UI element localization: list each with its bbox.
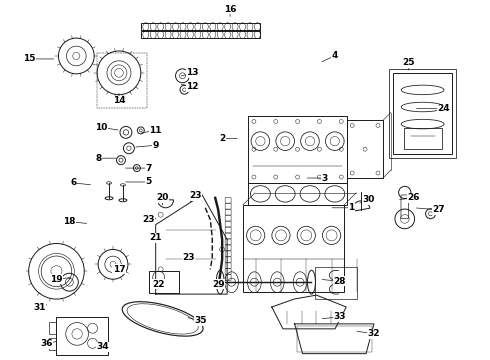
Bar: [141, 23, 260, 30]
Text: 10: 10: [95, 123, 107, 132]
Text: 33: 33: [333, 312, 345, 321]
Text: 4: 4: [331, 51, 338, 60]
Text: 29: 29: [212, 280, 224, 289]
Bar: [389, 69, 456, 158]
Bar: [296, 326, 372, 352]
Text: 1: 1: [348, 203, 354, 212]
Text: 18: 18: [63, 217, 75, 226]
Bar: [316, 267, 357, 299]
Bar: [49, 338, 56, 350]
Text: 19: 19: [50, 275, 63, 284]
Text: 30: 30: [363, 195, 375, 204]
Text: 32: 32: [368, 329, 380, 338]
Text: 24: 24: [437, 104, 450, 113]
Text: 9: 9: [152, 141, 159, 150]
Text: 22: 22: [152, 280, 165, 289]
Bar: [248, 183, 347, 205]
Bar: [393, 73, 452, 154]
Text: 15: 15: [24, 54, 36, 63]
Text: 23: 23: [143, 215, 155, 224]
Text: 5: 5: [146, 177, 152, 186]
Bar: [248, 116, 347, 183]
Bar: [141, 31, 260, 38]
Text: 27: 27: [432, 205, 445, 214]
Text: 8: 8: [95, 154, 101, 163]
Bar: [404, 128, 442, 149]
Text: 6: 6: [70, 179, 76, 188]
Text: 36: 36: [40, 339, 53, 348]
Bar: [149, 271, 178, 293]
Bar: [49, 322, 56, 334]
Text: 23: 23: [182, 253, 195, 262]
Text: 14: 14: [113, 96, 125, 105]
Text: 25: 25: [402, 58, 415, 67]
Text: 20: 20: [156, 193, 169, 202]
Text: 12: 12: [186, 82, 198, 91]
Text: 34: 34: [97, 342, 109, 351]
Text: 28: 28: [333, 277, 345, 286]
Bar: [243, 205, 344, 292]
Text: 2: 2: [219, 134, 225, 143]
Bar: [56, 317, 108, 355]
Bar: [347, 121, 383, 178]
Text: 11: 11: [149, 126, 162, 135]
Text: 23: 23: [189, 192, 202, 201]
Text: 35: 35: [194, 316, 207, 325]
Text: 31: 31: [33, 302, 46, 311]
Text: 16: 16: [224, 5, 236, 14]
Text: 26: 26: [408, 193, 420, 202]
Bar: [97, 53, 147, 108]
Text: 13: 13: [186, 68, 198, 77]
Text: 21: 21: [149, 233, 162, 242]
Text: 7: 7: [146, 163, 152, 172]
Text: 3: 3: [321, 174, 327, 183]
Text: 17: 17: [113, 265, 125, 274]
